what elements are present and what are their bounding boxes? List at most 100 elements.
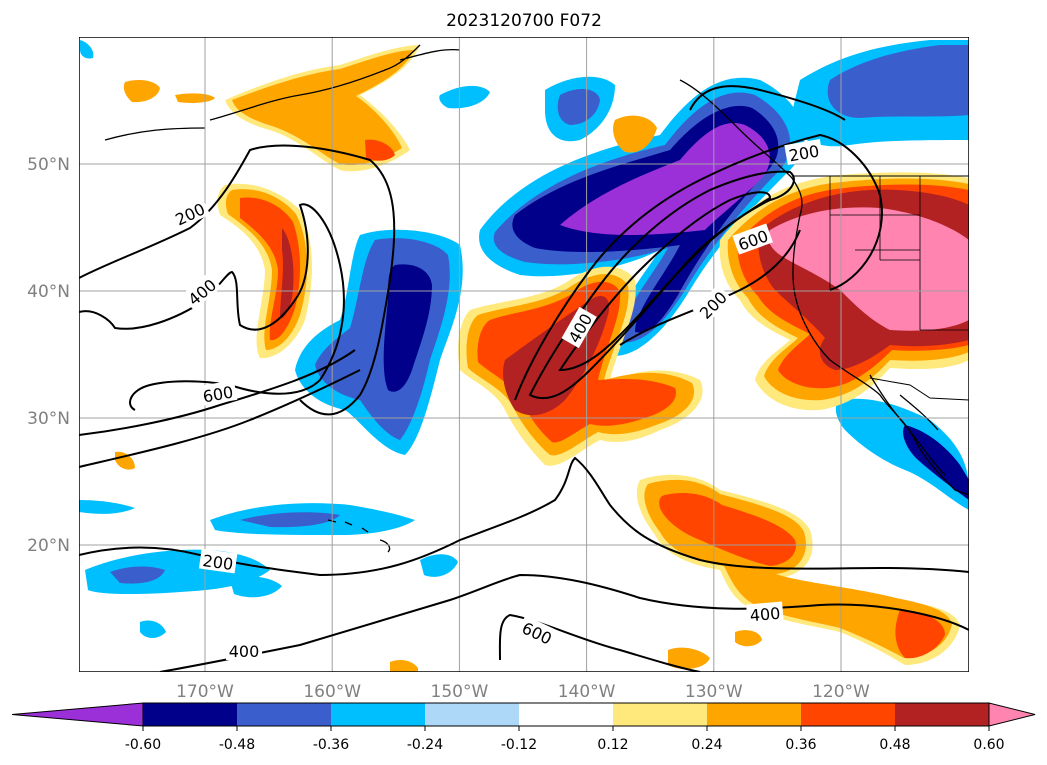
colorbar-tick-label: -0.36 <box>313 737 349 753</box>
contour-label-bg <box>561 306 597 349</box>
colorbar-tick-label: -0.12 <box>501 737 537 753</box>
contour-south-200 <box>79 456 969 577</box>
positive-blob-small-1 <box>123 80 160 103</box>
negative-blob-small-2 <box>420 554 458 577</box>
contour-trough-inner <box>558 191 772 372</box>
contour-label: 200 <box>692 284 733 325</box>
contour-label-bg <box>732 223 773 255</box>
colorbar-tick-label: -0.48 <box>219 737 255 753</box>
latitude-labels: 50°N 40°N 30°N 20°N <box>27 155 70 556</box>
contour-label-text: 400 <box>229 642 260 661</box>
contour-south-600 <box>498 613 701 672</box>
contour-label-bg <box>226 640 262 660</box>
contour-trough-mid <box>528 170 795 400</box>
positive-blob-small-6 <box>668 647 710 670</box>
negative-band-gulf-alaska-royal <box>557 88 600 125</box>
contour-label-bg <box>784 139 824 165</box>
colorbar-bin <box>519 703 614 726</box>
lat-tick-label: 40°N <box>27 282 70 302</box>
contour-600-west <box>79 349 356 436</box>
colorbar-tick-label: 0.36 <box>785 737 816 753</box>
positive-blob-small-3 <box>613 115 657 153</box>
colorbar-frame <box>142 702 990 727</box>
colorbar-bin <box>707 703 802 726</box>
border-us-mexico <box>869 377 969 401</box>
contour-label-bg <box>181 272 222 311</box>
colorbar-bin <box>331 703 426 726</box>
colorbar-extend-min <box>11 702 144 727</box>
contour-label-bg <box>692 284 733 325</box>
longitude-labels: 170°W 160°W 150°W 140°W 130°W 120°W <box>176 682 870 702</box>
lon-tick-label: 150°W <box>431 682 489 702</box>
positive-blob-west-coast-pink <box>768 207 969 331</box>
negative-blob-small-3 <box>230 576 282 598</box>
lon-tick-label: 170°W <box>176 682 234 702</box>
positive-blob-subtropics-red <box>659 493 796 566</box>
colorbar-bin <box>237 703 332 726</box>
figure-title: 2023120700 F072 <box>446 11 602 31</box>
contour-label-text: 400 <box>749 604 781 626</box>
negative-blob-small-1 <box>439 85 490 109</box>
contour-label: 200 <box>198 548 238 574</box>
lat-tick-label: 30°N <box>27 409 70 429</box>
contour-low-1 <box>79 369 361 468</box>
negative-band-tropical-royal <box>110 566 165 584</box>
contour-200-west <box>79 144 396 416</box>
lon-tick-label: 160°W <box>303 682 361 702</box>
colorbar-bin <box>895 703 990 726</box>
colorbar <box>11 702 1036 727</box>
contour-label: 400 <box>226 640 262 661</box>
positive-blob-bering-orange <box>232 50 414 166</box>
contour-label-bg <box>198 548 238 574</box>
coast-alaska <box>104 44 461 141</box>
contour-coast-north <box>689 85 846 121</box>
negative-blob-small-6 <box>80 40 94 59</box>
contour-label-bg <box>198 380 238 406</box>
lon-tick-label: 140°W <box>558 682 616 702</box>
colorbar-tick-label: -0.60 <box>125 737 161 753</box>
contour-label: 200 <box>169 196 211 230</box>
colorbar-bin <box>425 703 520 726</box>
colorbar-labels: -0.60 -0.48 -0.36 -0.24 -0.12 0.12 0.24 0.36 0.4… <box>125 726 1005 753</box>
colorbar-bin <box>801 703 896 726</box>
contour-label: 400 <box>561 306 597 349</box>
borders <box>792 175 969 401</box>
contour-lines <box>79 85 969 672</box>
positive-blob-small-4 <box>115 451 135 470</box>
colorbar-tick-label: 0.60 <box>973 737 1004 753</box>
colorbar-bin <box>613 703 708 726</box>
gridlines <box>79 37 969 672</box>
border-states <box>829 176 969 331</box>
contour-trough-outer <box>514 133 883 401</box>
positive-blob-small-7 <box>390 660 418 672</box>
contour-label: 600 <box>198 380 238 407</box>
positive-blob-west-ridge-firebrick <box>280 228 294 319</box>
negative-blob-small-5 <box>79 500 135 514</box>
colorbar-tick-label: 0.24 <box>691 737 722 753</box>
lat-tick-label: 50°N <box>27 155 70 175</box>
colorbar-extend-max <box>988 702 1036 727</box>
positive-blob-subtropics-red-east <box>895 610 945 659</box>
coast-baja <box>869 374 946 476</box>
negative-band-central-navy <box>383 264 432 392</box>
colorbar-tick-label: 0.12 <box>597 737 628 753</box>
contour-south-400 <box>159 573 969 672</box>
negative-blob-small-4 <box>140 620 166 638</box>
contour-label: 400 <box>746 601 784 625</box>
contour-east-200 <box>619 229 801 346</box>
contour-label-bg <box>169 196 211 230</box>
lon-tick-label: 130°W <box>685 682 743 702</box>
positive-blob-small-5 <box>735 630 762 647</box>
colorbar-tick-label: 0.48 <box>879 737 910 753</box>
colorbar-bin <box>143 703 238 726</box>
contour-label-bg <box>746 601 784 625</box>
contour-label-bg <box>516 615 558 649</box>
lat-tick-label: 20°N <box>27 536 70 556</box>
positive-blob-bering-red <box>365 139 395 161</box>
negative-band-tropical-east-royal <box>240 512 340 528</box>
colorbar-tick-label: -0.24 <box>407 737 443 753</box>
contour-label-text: 200 <box>201 551 234 574</box>
